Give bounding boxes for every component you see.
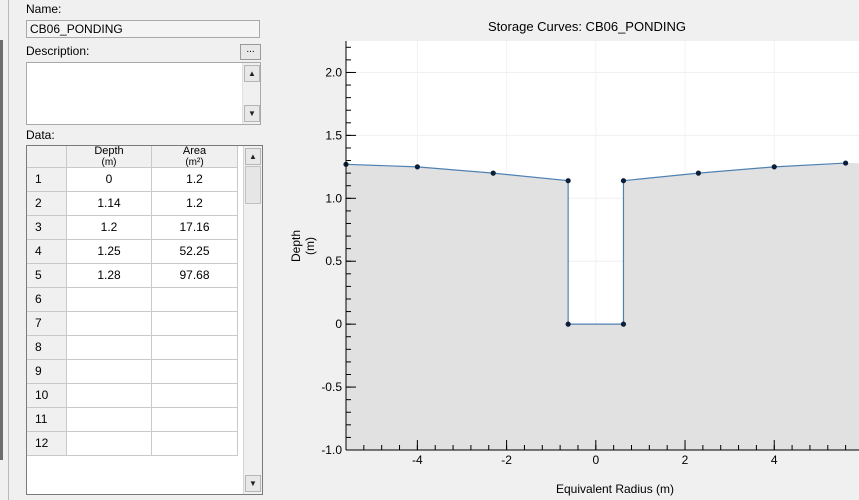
y-tick-label: -1.0: [321, 443, 342, 457]
area-cell[interactable]: [152, 408, 238, 432]
row-number: 3: [27, 216, 67, 240]
column-header-depth[interactable]: Depth (m): [67, 146, 152, 168]
table-row[interactable]: 2 1.14 1.2: [27, 192, 238, 216]
panel-splitter[interactable]: [0, 40, 3, 460]
depth-cell[interactable]: [67, 288, 152, 312]
description-field[interactable]: ▲ ▼: [26, 62, 261, 125]
area-cell[interactable]: [152, 360, 238, 384]
row-number: 2: [27, 192, 67, 216]
data-point: [843, 160, 849, 166]
grid-header-row: Depth (m) Area (m²): [27, 146, 238, 168]
data-point: [620, 178, 627, 184]
y-tick-label: 1.0: [325, 191, 342, 205]
row-number: 10: [27, 384, 67, 408]
depth-cell[interactable]: 1.14: [67, 192, 152, 216]
x-tick-label: -2: [501, 453, 512, 467]
column-header-area-label: Area: [182, 145, 207, 157]
area-cell[interactable]: [152, 288, 238, 312]
scroll-up-arrow-icon[interactable]: ▲: [245, 148, 261, 165]
table-row[interactable]: 1 0 1.2: [27, 168, 238, 192]
data-point: [565, 321, 571, 327]
grid-scroll-thumb[interactable]: [245, 166, 261, 204]
area-cell[interactable]: [152, 312, 238, 336]
y-tick-label: 1.5: [325, 128, 342, 142]
row-number: 12: [27, 432, 67, 456]
data-point: [771, 164, 777, 170]
y-tick-label: 0: [335, 317, 342, 331]
y-tick-label: -0.5: [321, 380, 342, 394]
depth-cell[interactable]: 0: [67, 168, 152, 192]
depth-cell[interactable]: [67, 408, 152, 432]
area-cell[interactable]: [152, 432, 238, 456]
table-row[interactable]: 12: [27, 432, 238, 456]
x-tick-label: 0: [592, 453, 599, 467]
data-point: [695, 170, 702, 176]
data-point: [490, 170, 496, 176]
row-number: 9: [27, 360, 67, 384]
depth-cell[interactable]: [67, 384, 152, 408]
y-tick-label: 0.5: [325, 254, 342, 268]
chart-canvas: -1.0 -0.5 0 0.5 1.0 1.5 2.0 -4 -2 0 2 4: [321, 41, 859, 467]
area-cell[interactable]: 17.16: [152, 216, 238, 240]
table-row[interactable]: 3 1.2 17.16: [27, 216, 238, 240]
row-header-corner: [27, 146, 67, 168]
data-grid[interactable]: Depth (m) Area (m²) 1 0 1.2 2 1.14 1.2 3 1.2 17.…: [26, 145, 263, 495]
data-point: [414, 164, 420, 170]
storage-curve-line: [345, 162, 846, 325]
depth-cell[interactable]: [67, 432, 152, 456]
column-header-depth-label: Depth: [94, 145, 124, 157]
description-scrollbar[interactable]: ▲ ▼: [242, 63, 260, 124]
data-label: Data:: [26, 128, 55, 142]
x-tick-label: 4: [771, 453, 778, 467]
column-header-area-unit: (m²): [185, 156, 204, 168]
table-row[interactable]: 11: [27, 408, 238, 432]
area-cell[interactable]: [152, 384, 238, 408]
table-row[interactable]: 9: [27, 360, 238, 384]
row-number: 7: [27, 312, 67, 336]
area-cell[interactable]: 1.2: [152, 192, 238, 216]
left-panel-edge: [0, 0, 9, 500]
area-cell[interactable]: 52.25: [152, 240, 238, 264]
table-row[interactable]: 8: [27, 336, 238, 360]
table-row[interactable]: 5 1.28 97.68: [27, 264, 238, 288]
area-cell[interactable]: 97.68: [152, 264, 238, 288]
scroll-up-arrow-icon[interactable]: ▲: [244, 65, 260, 82]
scroll-down-arrow-icon[interactable]: ▼: [244, 105, 260, 122]
data-point: [620, 321, 627, 327]
table-row[interactable]: 4 1.25 52.25: [27, 240, 238, 264]
depth-cell[interactable]: 1.28: [67, 264, 152, 288]
table-row[interactable]: 10: [27, 384, 238, 408]
area-cell[interactable]: [152, 336, 238, 360]
column-header-area[interactable]: Area (m²): [152, 146, 238, 168]
chart-title: Storage Curves: CB06_PONDING: [488, 19, 686, 34]
grid-scrollbar[interactable]: ▲ ▼: [243, 146, 262, 494]
depth-cell[interactable]: 1.2: [67, 216, 152, 240]
scroll-down-arrow-icon[interactable]: ▼: [245, 475, 261, 492]
x-tick-label: -4: [412, 453, 423, 467]
row-number: 1: [27, 168, 67, 192]
description-edit-button[interactable]: ...: [240, 44, 261, 60]
depth-cell[interactable]: [67, 360, 152, 384]
row-number: 5: [27, 264, 67, 288]
column-header-depth-unit: (m): [101, 156, 117, 168]
name-label: Name:: [26, 2, 62, 16]
x-axis-label: Equivalent Radius (m): [555, 482, 675, 496]
row-number: 11: [27, 408, 67, 432]
y-tick-label: 2.0: [325, 65, 342, 79]
table-row[interactable]: 6: [27, 288, 238, 312]
area-cell[interactable]: 1.2: [152, 168, 238, 192]
depth-cell[interactable]: [67, 312, 152, 336]
row-number: 4: [27, 240, 67, 264]
depth-cell[interactable]: 1.25: [67, 240, 152, 264]
curve-fill-area: [346, 163, 859, 450]
data-point: [565, 178, 571, 184]
depth-cell[interactable]: [67, 336, 152, 360]
storage-curve-chart: Storage Curves: CB06_PONDING Depth (m) E…: [270, 0, 859, 500]
x-tick-label: 2: [682, 453, 689, 467]
table-row[interactable]: 7: [27, 312, 238, 336]
name-field[interactable]: CB06_PONDING: [26, 20, 260, 38]
row-number: 8: [27, 336, 67, 360]
description-label: Description:: [26, 44, 90, 58]
row-number: 6: [27, 288, 67, 312]
